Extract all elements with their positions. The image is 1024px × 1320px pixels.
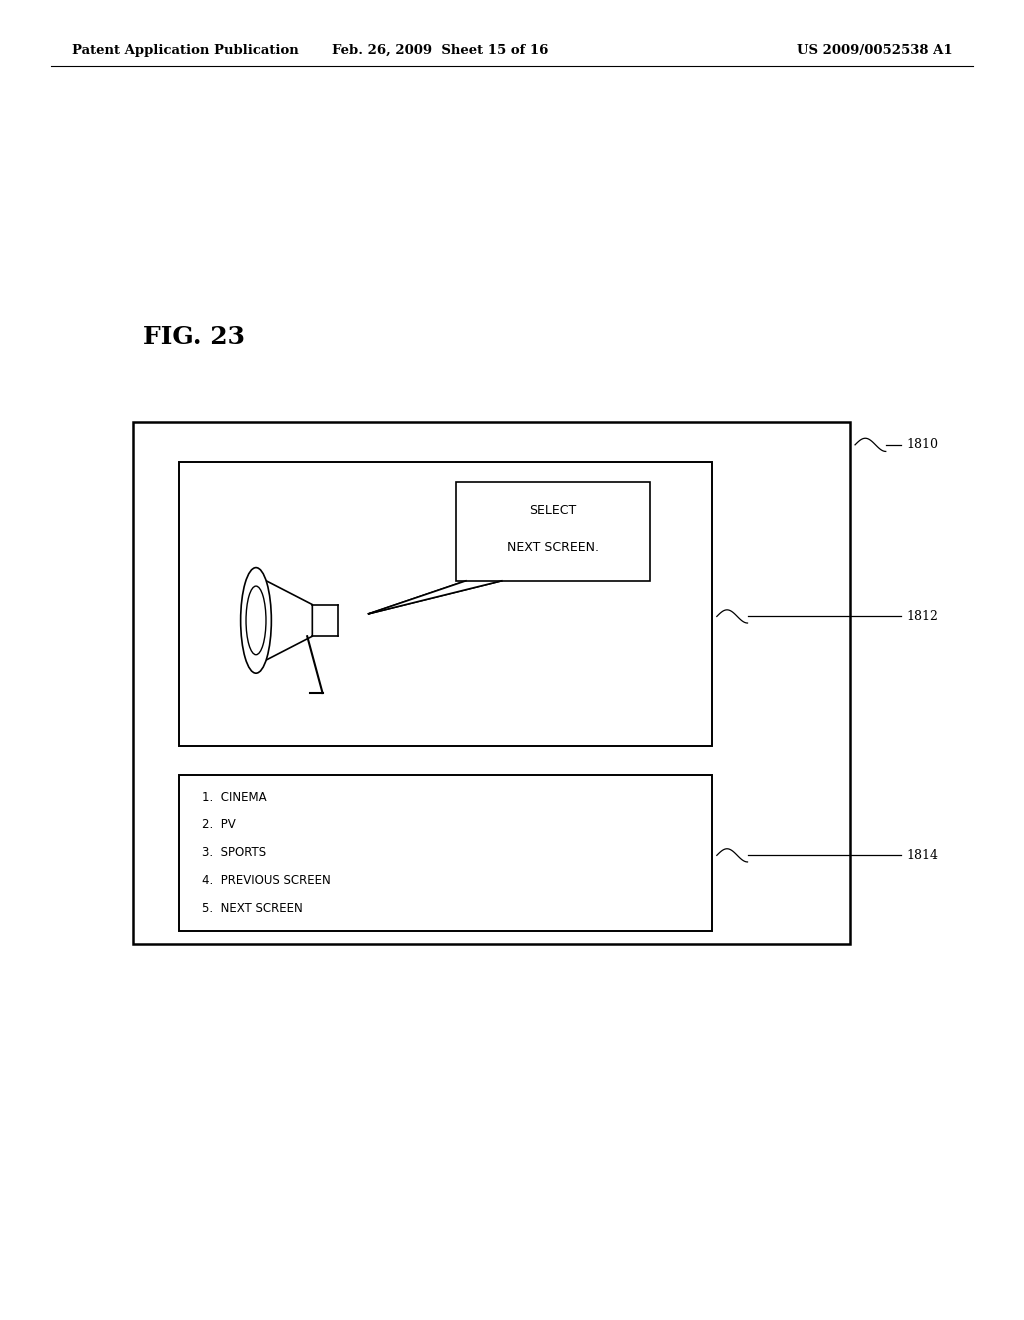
Text: 1810: 1810 <box>906 438 938 451</box>
Text: 1814: 1814 <box>906 849 938 862</box>
Text: 1812: 1812 <box>906 610 938 623</box>
Bar <box>179 775 712 931</box>
Polygon shape <box>256 576 312 665</box>
Bar <box>456 482 650 581</box>
Text: FIG. 23: FIG. 23 <box>143 325 246 348</box>
Text: US 2009/0052538 A1: US 2009/0052538 A1 <box>797 44 952 57</box>
Text: 3.  SPORTS: 3. SPORTS <box>202 846 266 859</box>
Text: SELECT: SELECT <box>529 504 577 516</box>
Text: NEXT SCREEN.: NEXT SCREEN. <box>507 541 599 553</box>
Text: 1.  CINEMA: 1. CINEMA <box>202 791 266 804</box>
Bar <box>133 422 850 944</box>
Text: 2.  PV: 2. PV <box>202 818 236 832</box>
Text: Feb. 26, 2009  Sheet 15 of 16: Feb. 26, 2009 Sheet 15 of 16 <box>332 44 549 57</box>
Ellipse shape <box>246 586 266 655</box>
Bar <box>179 462 712 746</box>
Text: 5.  NEXT SCREEN: 5. NEXT SCREEN <box>202 902 302 915</box>
Ellipse shape <box>241 568 271 673</box>
Text: Patent Application Publication: Patent Application Publication <box>72 44 298 57</box>
Text: 4.  PREVIOUS SCREEN: 4. PREVIOUS SCREEN <box>202 874 331 887</box>
Polygon shape <box>369 581 502 614</box>
